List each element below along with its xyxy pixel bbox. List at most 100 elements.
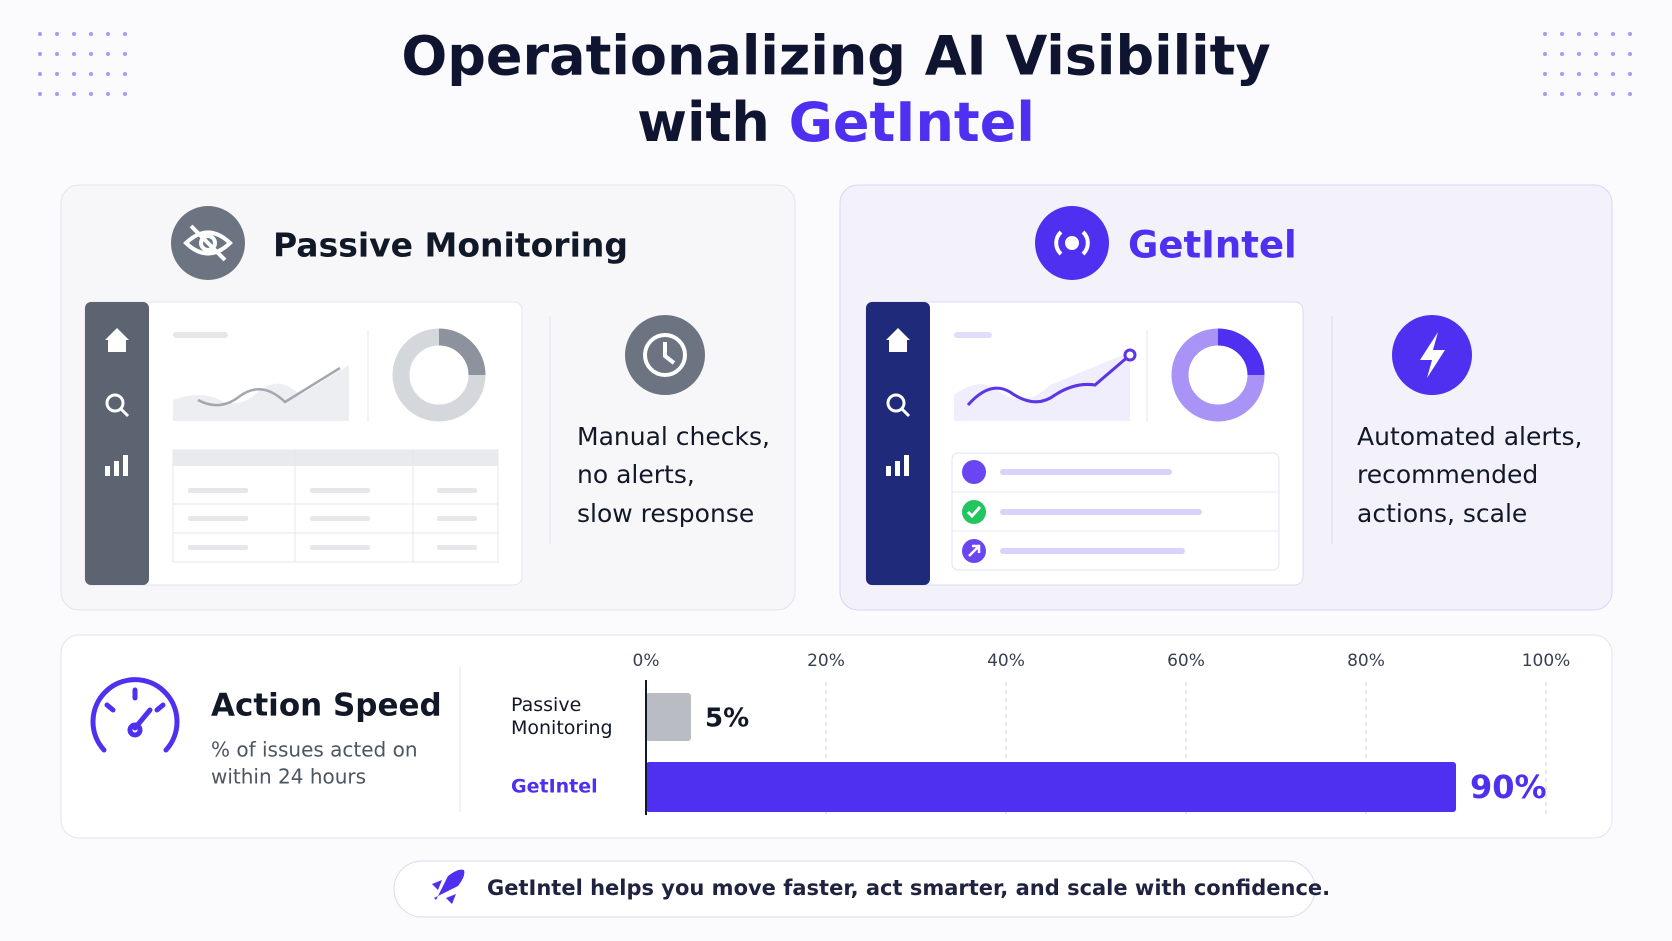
- dot: [123, 92, 127, 96]
- dot: [38, 32, 42, 36]
- title-line1: Operationalizing AI Visibility: [401, 25, 1270, 88]
- dot: [1628, 72, 1632, 76]
- speed-subtitle: within 24 hours: [211, 765, 366, 789]
- x-tick-label: 60%: [1167, 651, 1205, 671]
- mock-donut-seg: [438, 328, 486, 376]
- dot: [1577, 72, 1581, 76]
- mock-table: [172, 449, 499, 563]
- dot: [1577, 32, 1581, 36]
- dot: [1628, 32, 1632, 36]
- dot: [89, 72, 93, 76]
- panel-desc: slow response: [577, 499, 754, 528]
- mock-line: [966, 353, 1131, 406]
- dot: [55, 32, 59, 36]
- arrow-glyph: [968, 544, 981, 557]
- x-tick-label: 0%: [633, 651, 660, 671]
- dot: [106, 32, 110, 36]
- dot: [1543, 92, 1547, 96]
- dot: [1594, 72, 1598, 76]
- dot: [89, 92, 93, 96]
- mock-list-bars: [1000, 469, 1202, 554]
- value-label: 5%: [705, 704, 749, 734]
- sidebar-icons: [886, 328, 911, 476]
- dot: [106, 92, 110, 96]
- signal-glyph: [1054, 230, 1090, 256]
- mock-line: [197, 366, 341, 407]
- panel-desc: no alerts,: [577, 460, 695, 489]
- title-line2: with GetIntel: [637, 91, 1035, 154]
- dot: [38, 72, 42, 76]
- mock-table-lines: [173, 450, 498, 562]
- panel-desc: Manual checks,: [577, 422, 770, 451]
- dot: [123, 72, 127, 76]
- dot: [1611, 52, 1615, 56]
- mock-list-lines: [952, 491, 1279, 532]
- bar: [646, 693, 691, 741]
- dot: [1560, 72, 1564, 76]
- dot: [55, 92, 59, 96]
- mock-bar: [954, 332, 992, 338]
- category-label: GetIntel: [511, 775, 598, 798]
- mock-bar: [173, 332, 228, 338]
- bar: [646, 762, 1456, 812]
- dot: [55, 72, 59, 76]
- dot: [55, 52, 59, 56]
- x-tick-label: 100%: [1522, 651, 1571, 671]
- title-brand: GetIntel: [789, 91, 1035, 154]
- bolt-glyph: [1420, 332, 1445, 378]
- dot: [72, 92, 76, 96]
- category-label: Passive Monitoring: [511, 694, 613, 739]
- mock-sidebar: [85, 302, 149, 585]
- check-glyph: [966, 506, 982, 519]
- speed-subtitle: % of issues acted on: [211, 738, 418, 762]
- dot: [72, 52, 76, 56]
- dot: [1628, 52, 1632, 56]
- x-tick-label: 20%: [807, 651, 845, 671]
- mock-point: [1123, 348, 1137, 362]
- dot: [1628, 92, 1632, 96]
- x-tick-label: 40%: [987, 651, 1025, 671]
- dot: [1594, 52, 1598, 56]
- x-tick-label: 80%: [1347, 651, 1385, 671]
- dot: [72, 72, 76, 76]
- dot: [1611, 92, 1615, 96]
- dot: [1543, 72, 1547, 76]
- dot: [1611, 72, 1615, 76]
- panel-desc: Automated alerts,: [1357, 422, 1582, 451]
- rocket-icon: [432, 869, 465, 904]
- footer-text: GetIntel helps you move faster, act smar…: [487, 876, 1330, 900]
- value-label: 90%: [1470, 768, 1547, 806]
- mock-table-head: [173, 450, 498, 466]
- dot: [123, 52, 127, 56]
- dot: [1577, 92, 1581, 96]
- dot: [38, 52, 42, 56]
- dot: [38, 92, 42, 96]
- bell-icon: [962, 460, 986, 484]
- dot: [123, 32, 127, 36]
- speed-title: Action Speed: [211, 688, 442, 724]
- dot: [1560, 52, 1564, 56]
- dot: [1594, 32, 1598, 36]
- dot: [1594, 92, 1598, 96]
- dot: [1577, 52, 1581, 56]
- mock-area: [954, 352, 1130, 421]
- panel-desc: actions, scale: [1357, 499, 1527, 528]
- dot-grids: [38, 32, 1632, 96]
- dot: [1560, 92, 1564, 96]
- footer-pill: [393, 860, 1316, 918]
- mock-sidebar: [866, 302, 930, 585]
- dot: [1560, 32, 1564, 36]
- dot: [1543, 32, 1547, 36]
- mock-cells: [188, 488, 477, 550]
- bar-chart: 0% 20% 40% 60% 80% 100% 5% 90%: [633, 651, 1571, 815]
- dot: [1543, 52, 1547, 56]
- dot: [72, 32, 76, 36]
- mock-donut-seg: [1217, 328, 1265, 376]
- clock-glyph: [643, 333, 687, 377]
- panel-title: Passive Monitoring: [273, 226, 628, 265]
- dot: [89, 32, 93, 36]
- dot: [1611, 32, 1615, 36]
- title-prefix: with: [637, 91, 770, 154]
